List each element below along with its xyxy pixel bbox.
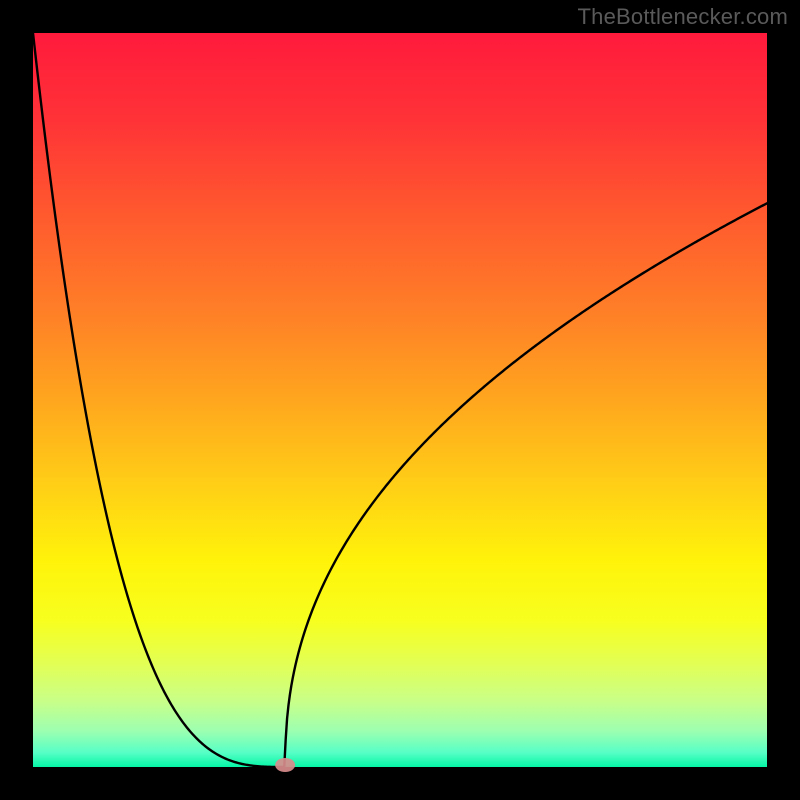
optimal-point-marker xyxy=(275,758,295,772)
bottleneck-chart xyxy=(0,0,800,800)
plot-gradient-background xyxy=(33,33,767,767)
